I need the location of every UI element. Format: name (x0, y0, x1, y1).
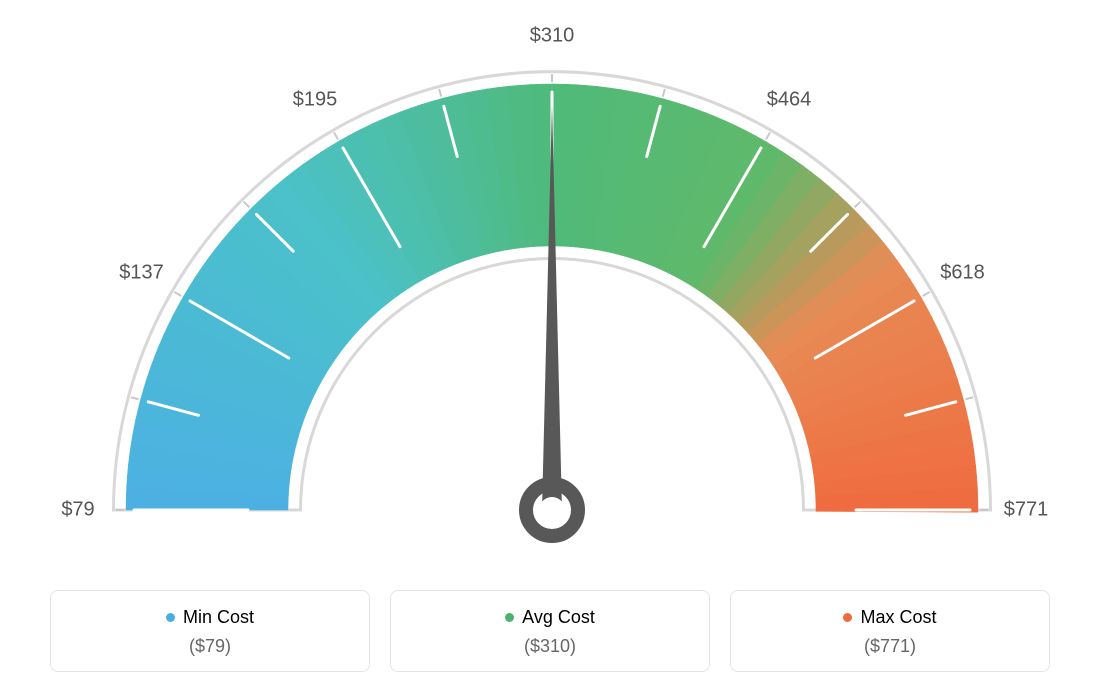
legend-card-max: Max Cost ($771) (730, 590, 1050, 672)
cost-gauge: $79 $137 $195 $310 $464 $618 $771 (52, 10, 1052, 570)
gauge-tick-label: $137 (119, 262, 164, 285)
legend-card-min: Min Cost ($79) (50, 590, 370, 672)
legend-title-max: Max Cost (843, 607, 936, 628)
gauge-tick-label: $771 (1004, 499, 1049, 522)
dot-icon-min (166, 613, 175, 622)
dot-icon-avg (505, 613, 514, 622)
gauge-tick-label: $79 (61, 499, 94, 522)
legend-card-avg: Avg Cost ($310) (390, 590, 710, 672)
gauge-svg (52, 10, 1052, 570)
legend-label: Min Cost (183, 607, 254, 628)
legend-value: ($310) (401, 636, 699, 657)
dot-icon-max (843, 613, 852, 622)
gauge-tick-label: $310 (530, 25, 575, 48)
legend-title-min: Min Cost (166, 607, 254, 628)
legend-row: Min Cost ($79) Avg Cost ($310) Max Cost … (50, 590, 1050, 672)
legend-label: Avg Cost (522, 607, 595, 628)
gauge-tick-label: $618 (940, 262, 985, 285)
legend-title-avg: Avg Cost (505, 607, 595, 628)
legend-value: ($771) (741, 636, 1039, 657)
legend-value: ($79) (61, 636, 359, 657)
legend-label: Max Cost (860, 607, 936, 628)
gauge-tick-label: $464 (767, 88, 812, 111)
gauge-tick-label: $195 (293, 88, 338, 111)
